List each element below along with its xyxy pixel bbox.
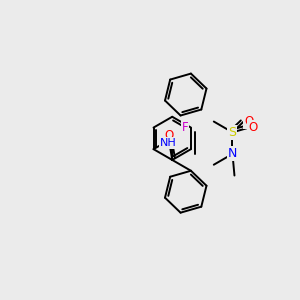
Text: O: O — [165, 129, 174, 142]
Text: N: N — [228, 147, 237, 161]
Text: NH: NH — [160, 138, 177, 148]
Text: O: O — [248, 122, 258, 134]
Text: S: S — [229, 126, 236, 139]
Text: O: O — [244, 115, 254, 128]
Text: F: F — [182, 121, 188, 134]
